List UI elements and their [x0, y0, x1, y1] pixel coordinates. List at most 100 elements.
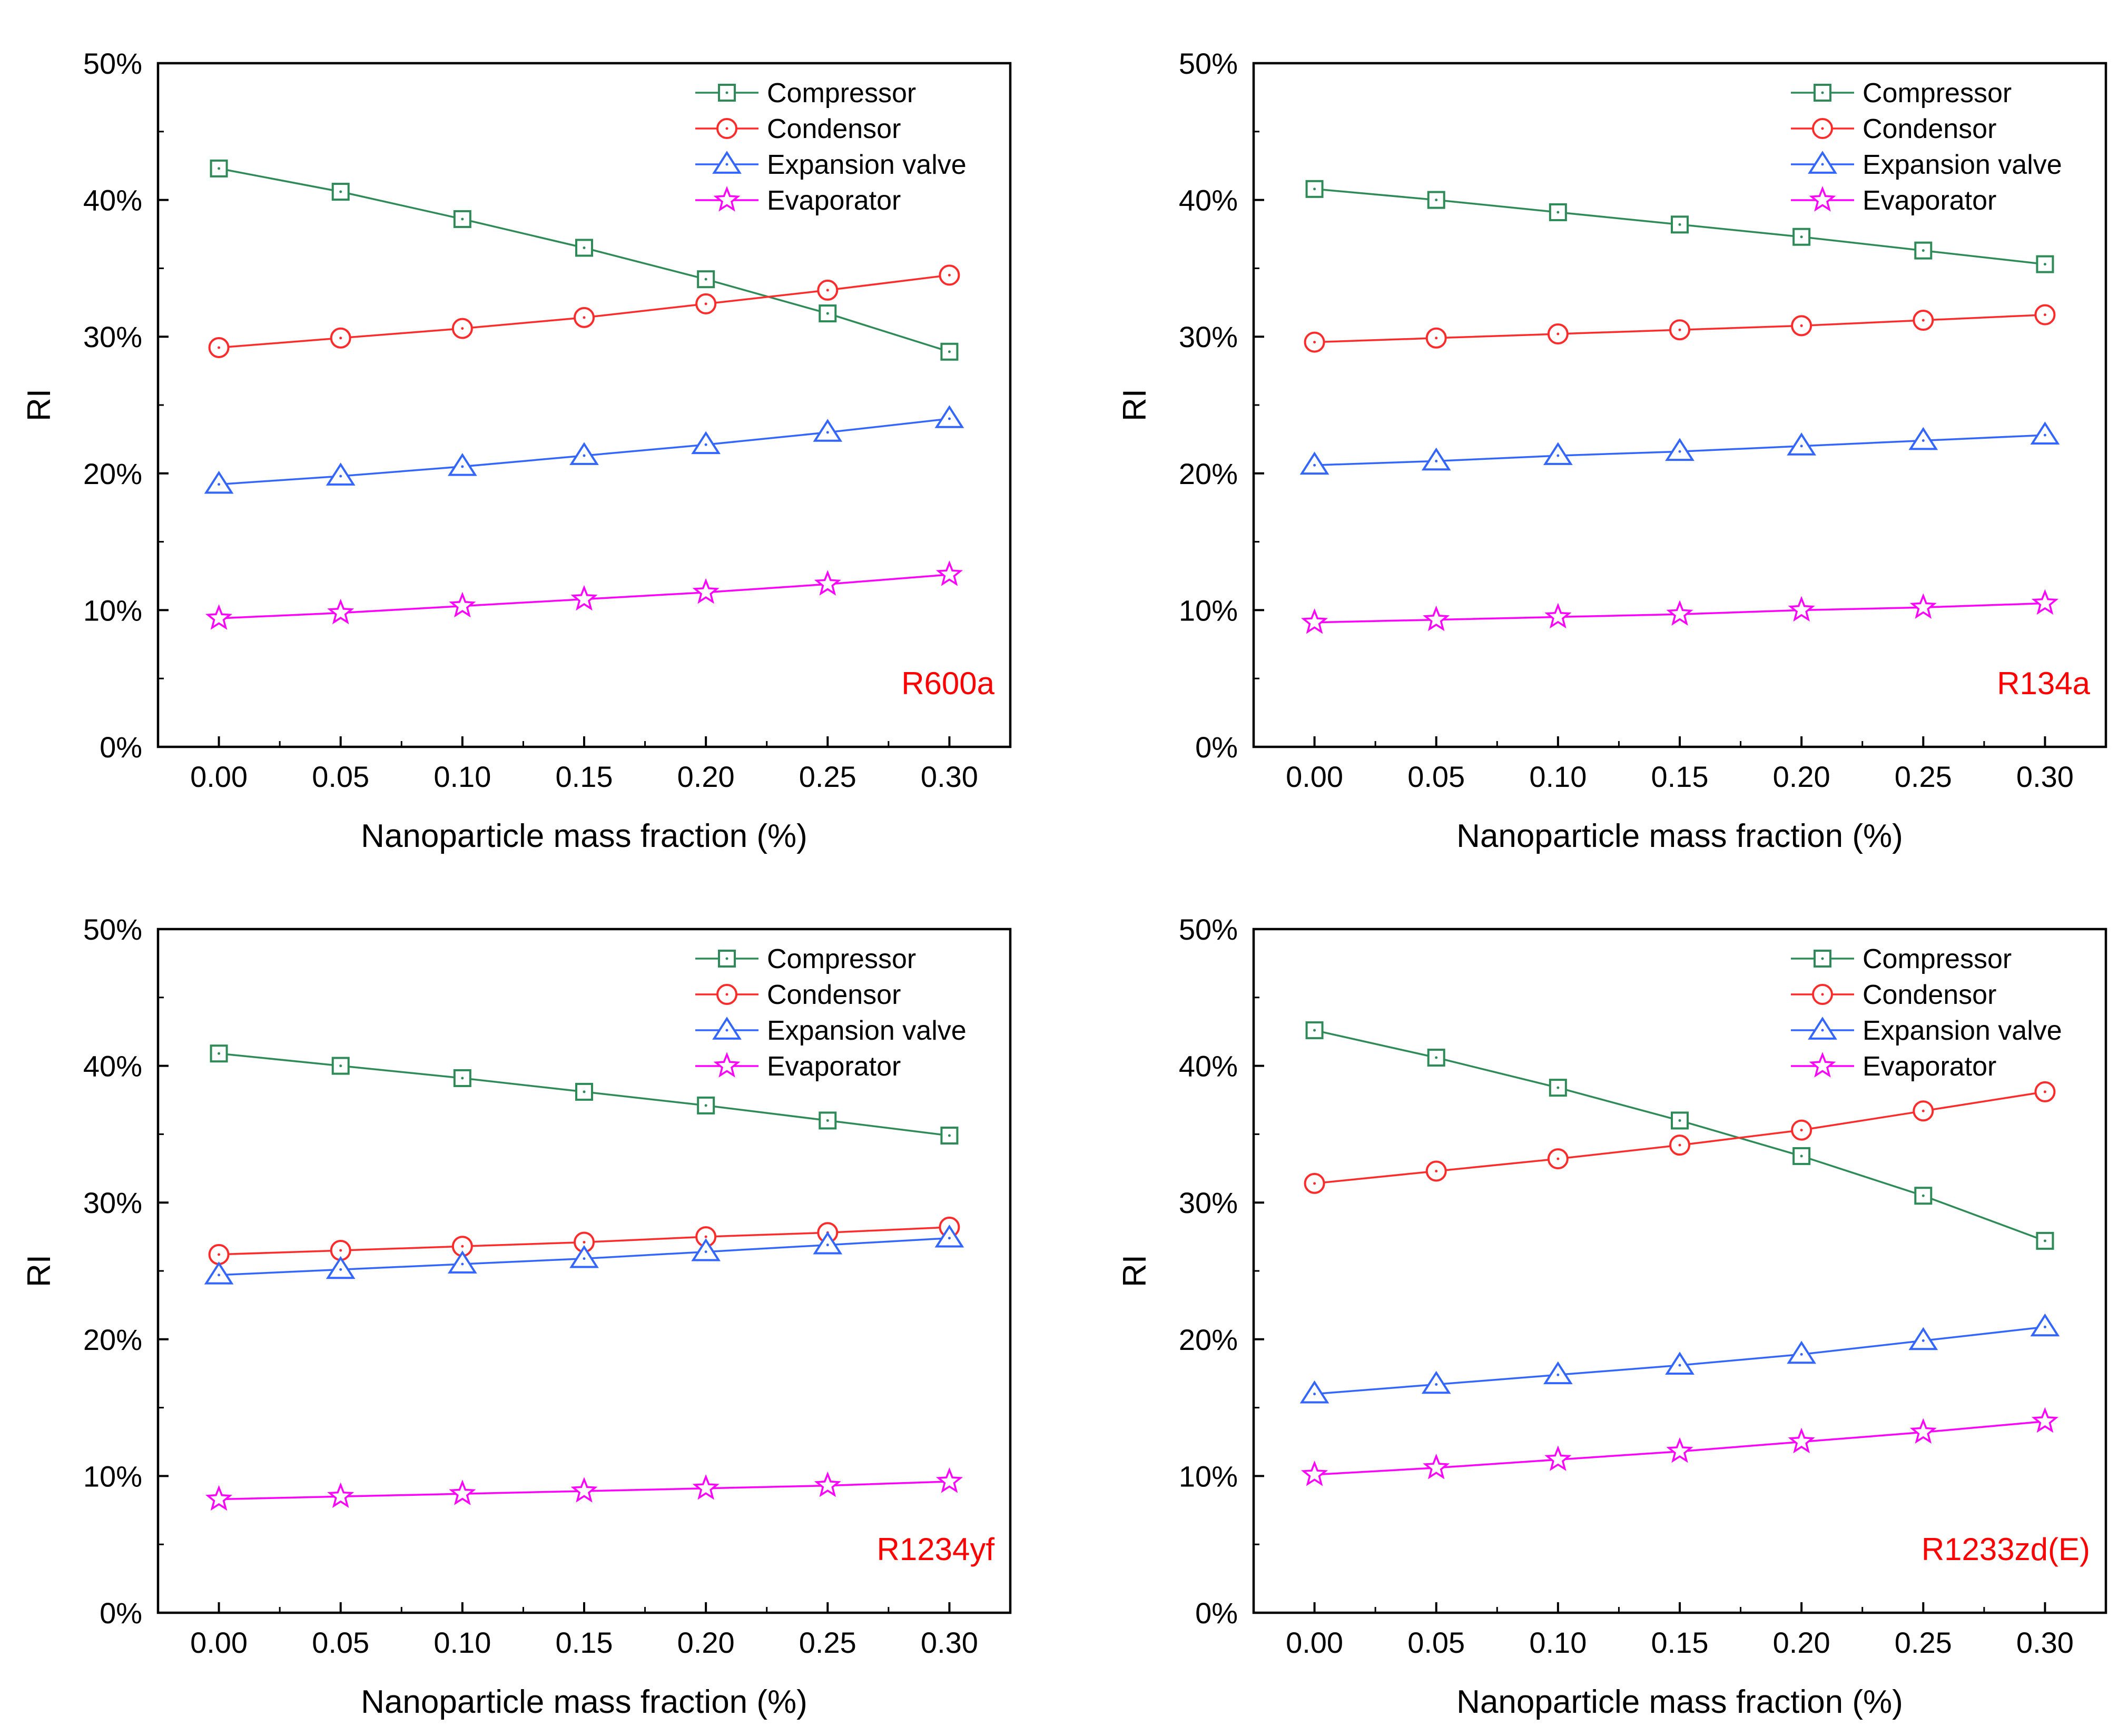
y-tick-label: 10% [1179, 594, 1238, 627]
data-point-triangle [204, 470, 234, 494]
x-tick-label: 0.30 [921, 1626, 978, 1659]
legend-entry: Evaporator [1791, 1051, 1996, 1082]
legend-entry: Compressor [695, 78, 916, 108]
data-point-square-dot [1800, 235, 1803, 239]
data-point-star [1423, 605, 1450, 632]
series-evaporator [205, 560, 963, 630]
x-tick-label: 0.10 [1529, 1626, 1587, 1659]
data-point-square-dot [1678, 1119, 1681, 1122]
data-point-circle-dot [583, 316, 586, 319]
data-point-triangle-dot [583, 454, 586, 457]
data-point-triangle [326, 462, 356, 486]
data-point-square-dot [2043, 1239, 2046, 1242]
x-tick-label: 0.20 [1773, 760, 1830, 793]
data-point-triangle [326, 1256, 356, 1279]
legend-label: Evaporator [1863, 185, 1996, 216]
data-point-triangle [934, 1224, 964, 1248]
y-tick-label: 0% [1195, 1596, 1238, 1630]
data-point-circle-dot [1435, 1169, 1438, 1172]
y-tick-label: 40% [83, 1050, 142, 1083]
series-compressor [1305, 1021, 2054, 1250]
data-point-circle-dot [1922, 1109, 1925, 1112]
x-tick-label: 0.10 [434, 760, 491, 793]
data-point-triangle-dot [704, 443, 707, 446]
data-point-star [1544, 1445, 1572, 1471]
data-point-triangle [569, 1245, 599, 1268]
legend-marker-triangle-dot [1821, 163, 1824, 166]
data-point-star [935, 560, 963, 586]
y-tick-label: 40% [1179, 184, 1238, 217]
series-condensor [1304, 1081, 2056, 1194]
x-tick-label: 0.25 [1895, 760, 1952, 793]
data-point-star [1909, 1418, 1937, 1444]
y-tick-label: 0% [100, 731, 142, 764]
legend: Compressor Condensor Expansion valve Evapor… [695, 944, 967, 1082]
data-point-triangle [1543, 1361, 1573, 1385]
plot-frame [156, 62, 1012, 748]
data-point-star [2031, 1407, 2058, 1433]
data-point-circle-dot [948, 273, 951, 277]
data-point-star [1301, 1461, 1328, 1486]
data-point-triangle [1299, 451, 1329, 475]
plot-frame [156, 928, 1012, 1614]
data-point-triangle-dot [461, 1262, 464, 1266]
data-point-triangle-dot [1922, 1339, 1925, 1342]
data-point-star [1666, 1437, 1693, 1463]
y-tick-label: 50% [83, 913, 142, 946]
y-tick-label: 40% [1179, 1050, 1238, 1083]
data-point-triangle-dot [704, 1250, 707, 1254]
x-axis-title: Nanoparticle mass fraction (%) [1456, 818, 1903, 854]
data-point-triangle [448, 1250, 477, 1274]
legend-marker-star [1809, 1052, 1836, 1078]
legend-entry: Evaporator [695, 185, 901, 216]
legend-label: Expansion valve [1863, 1015, 2062, 1046]
legend-marker-triangle-dot [725, 163, 728, 166]
y-tick-label: 20% [1179, 457, 1238, 490]
data-point-square-dot [1800, 1155, 1803, 1158]
y-tick-label: 10% [83, 1459, 142, 1493]
data-point-star [327, 598, 354, 625]
data-point-star [1544, 603, 1572, 629]
data-point-circle-dot [218, 1253, 221, 1256]
legend-marker-triangle [712, 1017, 742, 1040]
data-point-triangle [1908, 427, 1938, 450]
data-point-triangle-dot [2043, 433, 2046, 437]
legend-marker-circle-dot [725, 993, 728, 996]
data-point-triangle [2030, 421, 2060, 445]
data-point-square-dot [461, 218, 464, 221]
data-point-triangle-dot [2043, 1325, 2046, 1328]
data-point-square-dot [1922, 249, 1925, 252]
x-tick-label: 0.00 [1286, 760, 1343, 793]
data-point-triangle-dot [339, 475, 342, 478]
data-point-square [940, 342, 959, 361]
data-point-square-dot [1435, 199, 1438, 202]
data-point-star [1909, 593, 1937, 619]
x-tick-label: 0.15 [1651, 760, 1709, 793]
data-point-circle-dot [704, 302, 707, 305]
x-tick-label: 0.10 [1529, 760, 1587, 793]
data-point-square-dot [461, 1077, 464, 1080]
data-point-triangle [2030, 1313, 2060, 1337]
data-point-square [697, 1096, 715, 1114]
series-evaporator [1301, 1407, 2058, 1486]
x-tick-label: 0.00 [190, 760, 248, 793]
x-tick-label: 0.25 [799, 1626, 856, 1659]
data-point-circle-dot [461, 327, 464, 330]
legend-label: Condensor [1863, 980, 1996, 1010]
data-point-circle-dot [1922, 319, 1925, 322]
data-point-square [819, 1111, 837, 1130]
legend-marker-triangle-dot [1821, 1029, 1824, 1032]
x-tick-label: 0.05 [312, 760, 369, 793]
y-tick-label: 0% [100, 1596, 142, 1630]
x-tick-label: 0.30 [2016, 1626, 2074, 1659]
x-tick-label: 0.30 [2016, 760, 2074, 793]
data-point-square [2036, 1231, 2054, 1250]
legend: Compressor Condensor Expansion valve Evapor… [1791, 78, 2062, 216]
x-tick-label: 0.05 [1407, 760, 1465, 793]
data-point-circle-dot [339, 337, 342, 340]
data-point-circle-dot [704, 1235, 707, 1238]
y-tick-label: 10% [83, 594, 142, 627]
data-point-triangle-dot [583, 1257, 586, 1260]
legend-label: Evaporator [1863, 1051, 1996, 1082]
legend-label: Compressor [1863, 78, 2012, 108]
